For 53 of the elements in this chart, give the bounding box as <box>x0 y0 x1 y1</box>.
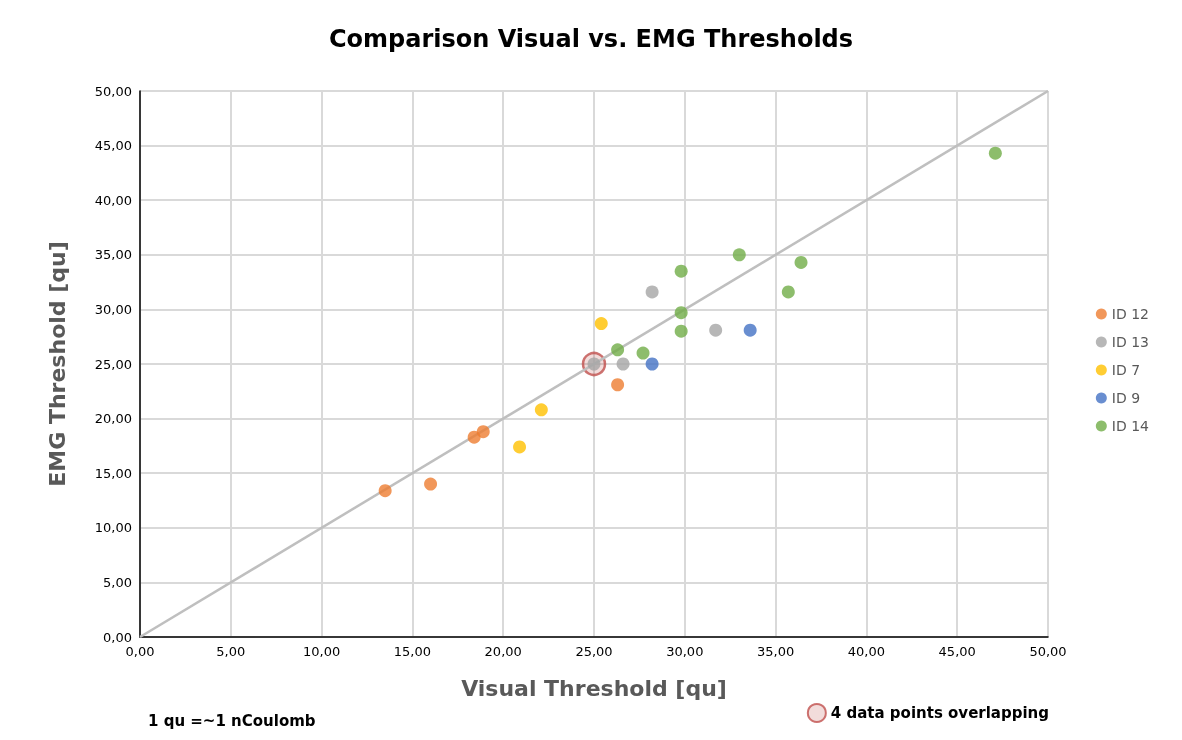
x-tick-label: 45,00 <box>938 644 976 659</box>
point <box>378 484 392 498</box>
y-axis-title: EMG Threshold [qu] <box>44 241 70 487</box>
legend-label: ID 13 <box>1111 334 1150 350</box>
point <box>594 317 608 331</box>
x-tick-label: 15,00 <box>393 644 432 659</box>
point <box>645 285 659 299</box>
text: 1 qu =~1 nCoulomb <box>148 711 316 730</box>
y-tick-label: 25,00 <box>94 356 132 372</box>
y-tick-label: 30,00 <box>94 301 132 317</box>
point <box>513 440 527 454</box>
point <box>476 425 490 439</box>
legend-label: ID 14 <box>1111 418 1150 434</box>
y-tick-label: 45,00 <box>94 138 132 154</box>
legend-label: ID 12 <box>1111 306 1150 322</box>
point <box>616 357 630 371</box>
x-tick-label: 35,00 <box>756 644 795 659</box>
point <box>794 255 808 269</box>
legend-label: 4 data points overlapping <box>830 704 1050 722</box>
point <box>732 248 746 262</box>
legend-label: ID 7 <box>1111 362 1141 378</box>
y-tick-label: 50,00 <box>94 83 132 99</box>
y-tick-label: 35,00 <box>94 247 132 263</box>
x-tick-label: 10,00 <box>302 644 341 659</box>
point <box>743 323 757 337</box>
point <box>674 306 688 320</box>
point <box>781 285 795 299</box>
chart-title: Comparison Visual vs. EMG Thresholds <box>328 25 854 53</box>
legend-label: ID 9 <box>1111 390 1141 406</box>
y-tick-label: 5,00 <box>103 574 132 590</box>
point <box>709 323 723 337</box>
x-tick-label: 20,00 <box>484 644 522 659</box>
point <box>424 477 438 491</box>
point <box>645 357 659 371</box>
point <box>674 264 688 278</box>
point <box>611 378 625 392</box>
y-tick-label: 40,00 <box>94 192 132 208</box>
y-tick-label: 0,00 <box>103 629 132 645</box>
x-tick-label: 40,00 <box>847 644 886 659</box>
y-tick-label: 15,00 <box>94 465 132 481</box>
point <box>988 146 1002 160</box>
x-tick-label: 5,00 <box>216 644 246 659</box>
x-tick-label: 25,00 <box>575 644 613 659</box>
point <box>674 324 688 338</box>
point <box>611 343 625 357</box>
x-axis-title: Visual Threshold [qu] <box>461 675 727 701</box>
y-tick-label: 10,00 <box>94 520 132 536</box>
x-tick-label: 50,00 <box>1029 644 1067 659</box>
x-tick-label: 0,00 <box>125 644 155 659</box>
point <box>534 403 548 417</box>
y-tick-label: 20,00 <box>94 411 132 427</box>
point <box>636 346 650 360</box>
x-tick-label: 30,00 <box>666 644 704 659</box>
